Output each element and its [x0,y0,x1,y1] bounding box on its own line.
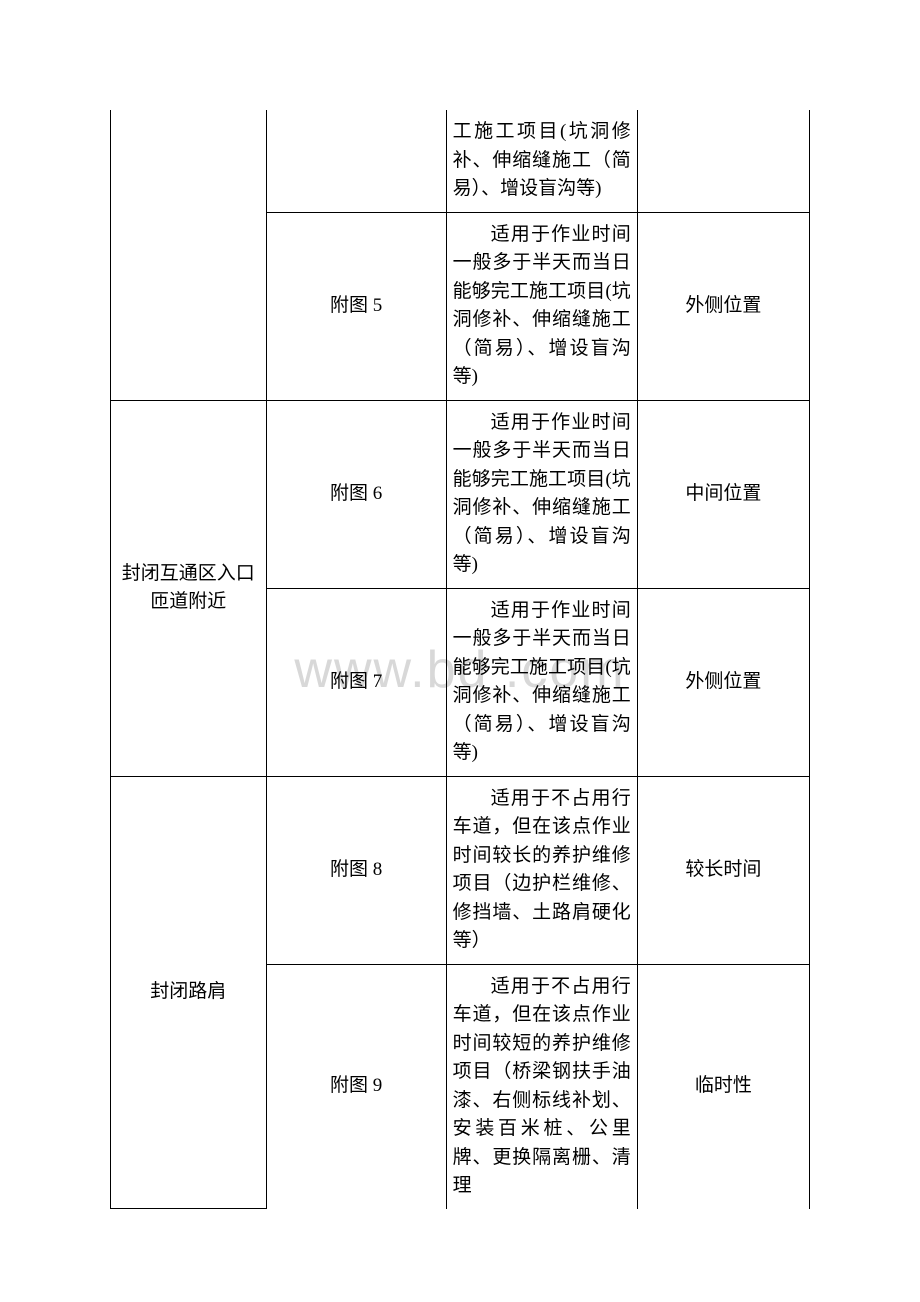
cell-remark: 外侧位置 [637,212,809,400]
cell-category [111,212,267,400]
cell-description: 适用于作业时间一般多于半天而当日能够完工施工项目(坑洞修补、伸缩缝施工（简易）、… [446,400,637,588]
cell-description: 工施工项目(坑洞修补、伸缩缝施工（简易）、增设盲沟等) [446,110,637,212]
cell-description: 适用于作业时间一般多于半天而当日能够完工施工项目(坑洞修补、伸缩缝施工（简易）、… [446,588,637,776]
cell-figure: 附图 9 [266,964,446,1209]
cell-description: 适用于不占用行车道，但在该点作业时间较短的养护维修项目（桥梁钢扶手油漆、右侧标线… [446,964,637,1209]
cell-category: 封闭路肩 [111,776,267,1209]
cell-figure: 附图 7 [266,588,446,776]
cell-remark: 较长时间 [637,776,809,964]
cell-description: 适用于作业时间一般多于半天而当日能够完工施工项目(坑洞修补、伸缩缝施工（简易）、… [446,212,637,400]
cell-figure [266,110,446,212]
table-body: 工施工项目(坑洞修补、伸缩缝施工（简易）、增设盲沟等) 附图 5 适用于作业时间… [111,110,810,1209]
cell-remark [637,110,809,212]
table-container: 工施工项目(坑洞修补、伸缩缝施工（简易）、增设盲沟等) 附图 5 适用于作业时间… [110,110,810,1209]
cell-category: 封闭互通区入口匝道附近 [111,400,267,776]
cell-figure: 附图 8 [266,776,446,964]
cell-remark: 临时性 [637,964,809,1209]
table-row: 附图 5 适用于作业时间一般多于半天而当日能够完工施工项目(坑洞修补、伸缩缝施工… [111,212,810,400]
cell-remark: 中间位置 [637,400,809,588]
cell-figure: 附图 6 [266,400,446,588]
cell-figure: 附图 5 [266,212,446,400]
table-row: 封闭互通区入口匝道附近 附图 6 适用于作业时间一般多于半天而当日能够完工施工项… [111,400,810,588]
table-row: 工施工项目(坑洞修补、伸缩缝施工（简易）、增设盲沟等) [111,110,810,212]
document-table: 工施工项目(坑洞修补、伸缩缝施工（简易）、增设盲沟等) 附图 5 适用于作业时间… [110,110,810,1209]
cell-remark: 外侧位置 [637,588,809,776]
table-row: 封闭路肩 附图 8 适用于不占用行车道，但在该点作业时间较长的养护维修项目（边护… [111,776,810,964]
cell-description: 适用于不占用行车道，但在该点作业时间较长的养护维修项目（边护栏维修、修挡墙、土路… [446,776,637,964]
cell-category [111,110,267,212]
